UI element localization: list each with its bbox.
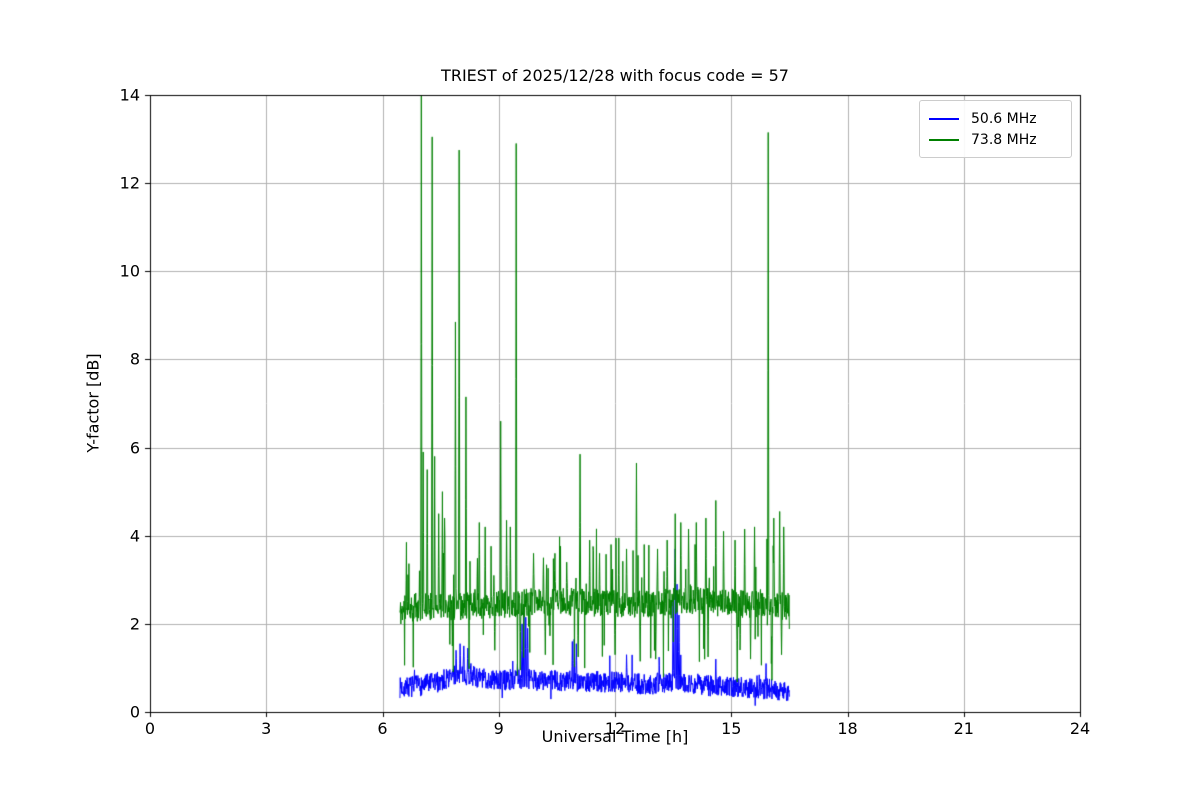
y-tick-label: 14 — [119, 85, 140, 105]
x-tick-label: 15 — [721, 719, 742, 738]
x-tick-label: 12 — [604, 719, 626, 738]
y-tick-label: 4 — [129, 526, 140, 546]
x-tick-label: 9 — [493, 719, 504, 738]
legend-label: 50.6 MHz — [971, 110, 1037, 127]
chart-title: TRIEST of 2025/12/28 with focus code = 5… — [441, 66, 789, 85]
y-tick-label: 8 — [129, 349, 140, 369]
y-tick-label: 10 — [119, 261, 140, 281]
y-tick-label: 6 — [129, 438, 140, 458]
x-tick-label: 18 — [837, 719, 858, 738]
x-axis-label: Universal Time [h] — [541, 727, 689, 746]
y-tick-label: 0 — [129, 702, 140, 722]
x-tick-label: 24 — [1069, 719, 1091, 738]
legend-label: 73.8 MHz — [971, 131, 1037, 148]
x-tick-label: 3 — [261, 719, 272, 738]
y-tick-label: 12 — [119, 173, 140, 193]
x-tick-label: 21 — [953, 719, 974, 738]
legend-item: 50.6 MHz — [929, 108, 1062, 129]
legend-line-sample-blue — [929, 117, 959, 120]
y-tick-label: 2 — [129, 614, 140, 634]
legend-line-sample-green — [929, 138, 959, 141]
x-tick-label: 6 — [377, 719, 388, 738]
x-tick-label: 0 — [144, 719, 156, 738]
legend: 50.6 MHz 73.8 MHz — [919, 100, 1072, 158]
legend-item: 73.8 MHz — [929, 129, 1062, 150]
